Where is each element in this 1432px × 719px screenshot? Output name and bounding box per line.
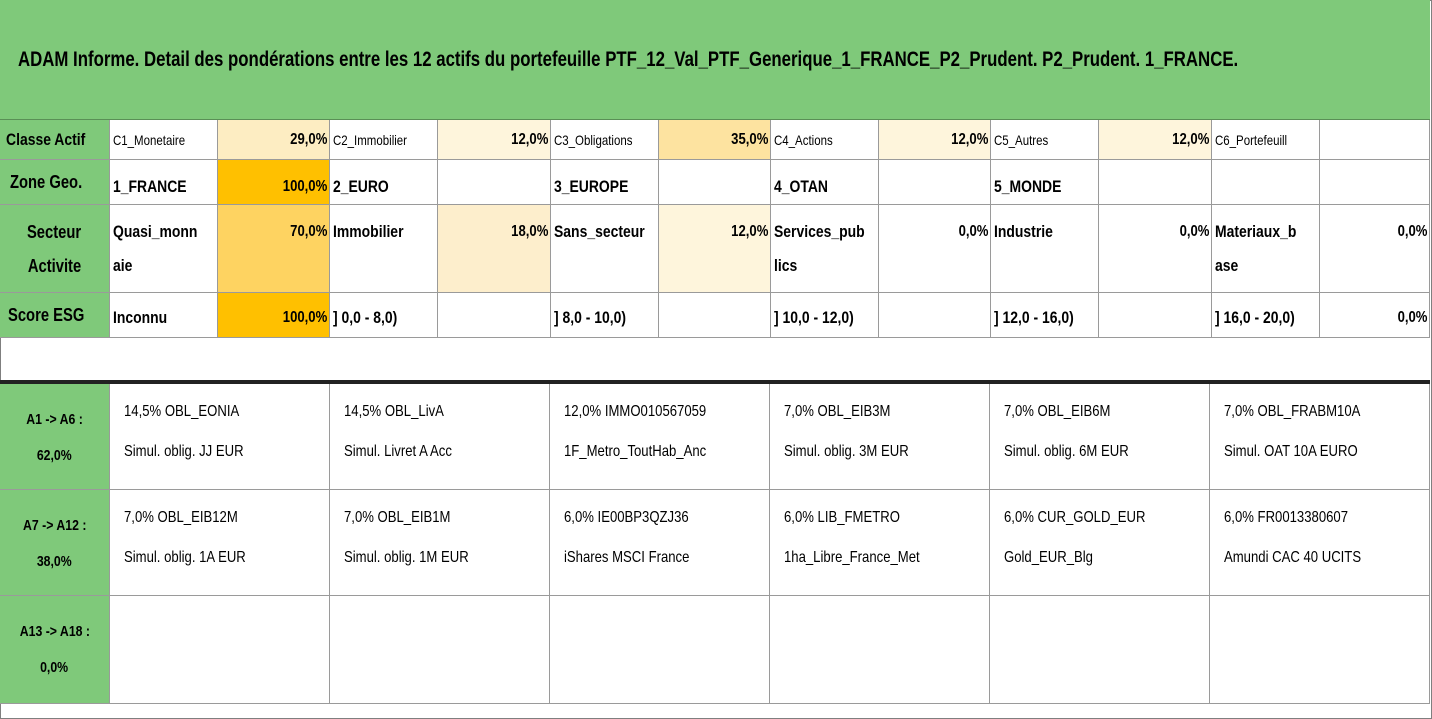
- row-header-classe-actif: Classe Actif: [0, 120, 110, 160]
- row-header-secteur-activite: Secteur Activite: [0, 205, 110, 293]
- zone-pct-1: 100,0%: [218, 160, 330, 205]
- classe-name-4: C4_Actions: [771, 120, 879, 160]
- asset-cell: 7,0% OBL_EIB12M Simul. oblig. 1A EUR: [110, 490, 330, 596]
- classe-pct-2: 12,0%: [438, 120, 551, 160]
- asset-cell: 7,0% OBL_EIB6M Simul. oblig. 6M EUR: [990, 384, 1210, 490]
- row-header-zone-geo: Zone Geo.: [0, 160, 110, 205]
- classe-pct-4: 12,0%: [879, 120, 991, 160]
- zone-pct-2: [438, 160, 551, 205]
- secteur-pct-4: 0,0%: [879, 205, 991, 293]
- asset-cell: [990, 596, 1210, 704]
- esg-pct-5: [1099, 293, 1212, 338]
- classe-name-1: C1_Monetaire: [110, 120, 218, 160]
- esg-name-3: ] 8,0 - 10,0): [551, 293, 659, 338]
- attribute-table: Classe Actif C1_Monetaire 29,0% C2_Immob…: [0, 120, 1430, 338]
- classe-name-2: C2_Immobilier: [330, 120, 438, 160]
- classe-name-5: C5_Autres: [991, 120, 1099, 160]
- secteur-name-6: Materiaux_b ase: [1212, 205, 1320, 293]
- classe-pct-1: 29,0%: [218, 120, 330, 160]
- zone-pct-6: [1320, 160, 1430, 205]
- asset-cell: [550, 596, 770, 704]
- asset-cell: 12,0% IMMO010567059 1F_Metro_ToutHab_Anc: [550, 384, 770, 490]
- zone-name-4: 4_OTAN: [771, 160, 879, 205]
- zone-pct-3: [659, 160, 771, 205]
- esg-pct-6: 0,0%: [1320, 293, 1430, 338]
- secteur-name-3: Sans_secteur: [551, 205, 659, 293]
- esg-pct-1: 100,0%: [218, 293, 330, 338]
- asset-cell: 7,0% OBL_EIB3M Simul. oblig. 3M EUR: [770, 384, 990, 490]
- classe-pct-3: 35,0%: [659, 120, 771, 160]
- secteur-name-2: Immobilier: [330, 205, 438, 293]
- secteur-pct-2: 18,0%: [438, 205, 551, 293]
- asset-group-header-a1-a6: A1 -> A6 : 62,0%: [0, 384, 110, 490]
- esg-name-1: Inconnu: [110, 293, 218, 338]
- zone-pct-4: [879, 160, 991, 205]
- asset-cell: [330, 596, 550, 704]
- esg-pct-4: [879, 293, 991, 338]
- classe-name-6: C6_Portefeuill: [1212, 120, 1320, 160]
- esg-pct-3: [659, 293, 771, 338]
- section-divider: [0, 380, 1430, 384]
- classe-pct-6: [1320, 120, 1430, 160]
- asset-cell: 6,0% IE00BP3QZJ36 iShares MSCI France: [550, 490, 770, 596]
- esg-pct-2: [438, 293, 551, 338]
- asset-cell: [110, 596, 330, 704]
- classe-pct-5: 12,0%: [1099, 120, 1212, 160]
- secteur-name-1: Quasi_monn aie: [110, 205, 218, 293]
- classe-name-3: C3_Obligations: [551, 120, 659, 160]
- asset-cell: 14,5% OBL_EONIA Simul. oblig. JJ EUR: [110, 384, 330, 490]
- secteur-name-4: Services_pub lics: [771, 205, 879, 293]
- report-title-bar: ADAM Informe. Detail des pondérations en…: [0, 0, 1430, 120]
- zone-name-5: 5_MONDE: [991, 160, 1099, 205]
- asset-cell: [1210, 596, 1430, 704]
- secteur-name-5: Industrie: [991, 205, 1099, 293]
- esg-name-6: ] 16,0 - 20,0): [1212, 293, 1320, 338]
- asset-cell: 14,5% OBL_LivA Simul. Livret A Acc: [330, 384, 550, 490]
- row-header-score-esg: Score ESG: [0, 293, 110, 338]
- asset-cell: 7,0% OBL_FRABM10A Simul. OAT 10A EURO: [1210, 384, 1430, 490]
- esg-name-4: ] 10,0 - 12,0): [771, 293, 879, 338]
- zone-name-3: 3_EUROPE: [551, 160, 659, 205]
- esg-name-5: ] 12,0 - 16,0): [991, 293, 1099, 338]
- asset-cell: 7,0% OBL_EIB1M Simul. oblig. 1M EUR: [330, 490, 550, 596]
- secteur-pct-6: 0,0%: [1320, 205, 1430, 293]
- zone-name-2: 2_EURO: [330, 160, 438, 205]
- asset-group-header-a13-a18: A13 -> A18 : 0,0%: [0, 596, 110, 704]
- asset-group-header-a7-a12: A7 -> A12 : 38,0%: [0, 490, 110, 596]
- esg-name-2: ] 0,0 - 8,0): [330, 293, 438, 338]
- zone-name-1: 1_FRANCE: [110, 160, 218, 205]
- zone-pct-5: [1099, 160, 1212, 205]
- zone-name-6: [1212, 160, 1320, 205]
- asset-cell: [770, 596, 990, 704]
- secteur-pct-1: 70,0%: [218, 205, 330, 293]
- asset-table: A1 -> A6 : 62,0% 14,5% OBL_EONIA Simul. o…: [0, 384, 1430, 704]
- secteur-pct-3: 12,0%: [659, 205, 771, 293]
- report-title: ADAM Informe. Detail des pondérations en…: [18, 47, 1239, 71]
- asset-cell: 6,0% FR0013380607 Amundi CAC 40 UCITS: [1210, 490, 1430, 596]
- asset-cell: 6,0% CUR_GOLD_EUR Gold_EUR_Blg: [990, 490, 1210, 596]
- asset-cell: 6,0% LIB_FMETRO 1ha_Libre_France_Met: [770, 490, 990, 596]
- secteur-pct-5: 0,0%: [1099, 205, 1212, 293]
